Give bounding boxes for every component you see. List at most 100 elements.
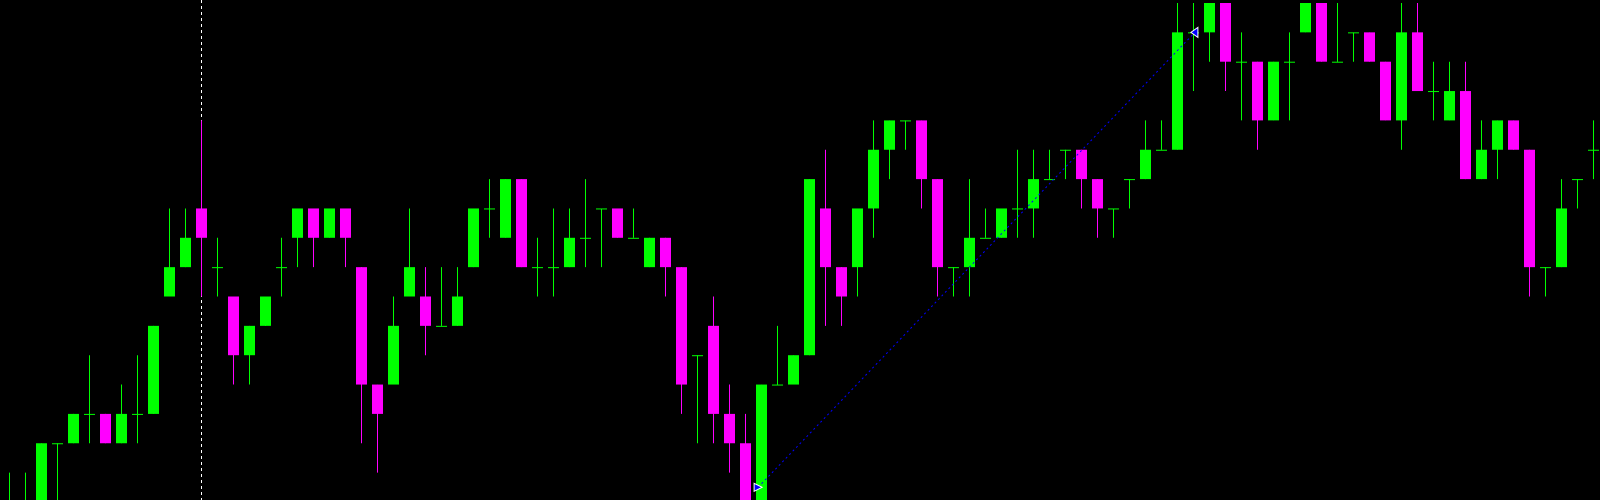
- bull-candle-body: [116, 413, 127, 444]
- bear-candle-body: [836, 267, 847, 297]
- bear-candle-body: [340, 208, 351, 238]
- bull-candle-body: [1204, 3, 1215, 33]
- bull-candle-body: [180, 237, 191, 268]
- bear-candle-body: [676, 267, 687, 385]
- candle: [1380, 61, 1391, 121]
- candle: [836, 267, 847, 326]
- bear-candle-body: [1460, 91, 1471, 180]
- candle: [308, 208, 319, 268]
- candle: [644, 237, 655, 268]
- candle: [388, 296, 399, 385]
- candle: [532, 237, 543, 297]
- candle: [180, 208, 191, 268]
- candle: [372, 384, 383, 473]
- candle: [1124, 179, 1135, 209]
- candle: [1332, 3, 1343, 63]
- trendline-end-arrow-icon[interactable]: [1190, 26, 1199, 39]
- candle: [1156, 120, 1167, 151]
- bull-candle-body: [788, 355, 799, 385]
- candle: [68, 413, 79, 444]
- bull-candle-body: [644, 237, 655, 268]
- candle: [228, 296, 239, 385]
- bear-candle-body: [916, 120, 927, 180]
- candle: [1092, 179, 1103, 238]
- candle: [596, 208, 607, 268]
- candle: [324, 208, 335, 238]
- candle: [1140, 120, 1151, 180]
- candle: [212, 237, 223, 297]
- candle: [692, 355, 703, 444]
- candle: [628, 208, 639, 239]
- bull-candle-body: [324, 208, 335, 238]
- candle: [756, 384, 767, 500]
- bull-candle-body: [1028, 179, 1039, 209]
- bull-candle-body: [388, 325, 399, 385]
- trendline-start-arrow-icon[interactable]: [753, 482, 764, 493]
- bull-candle-body: [468, 208, 479, 268]
- bull-candle-body: [1444, 91, 1455, 121]
- candle: [548, 208, 559, 297]
- bear-candle-body: [740, 443, 751, 500]
- candle: [724, 384, 735, 473]
- candle: [788, 355, 799, 385]
- bear-candle-body: [308, 208, 319, 238]
- bear-candle-body: [100, 413, 111, 444]
- bear-candle-body: [660, 237, 671, 268]
- candle: [1524, 149, 1535, 297]
- bull-candle-body: [68, 413, 79, 444]
- candle: [356, 267, 367, 444]
- candle: [132, 355, 143, 444]
- candle: [916, 120, 927, 209]
- bear-candle-body: [228, 296, 239, 356]
- trendline[interactable]: [757, 32, 1196, 488]
- candle: [452, 267, 463, 326]
- candle: [340, 208, 351, 268]
- bear-candle-body: [516, 179, 527, 268]
- candle: [612, 208, 623, 238]
- candle: [564, 208, 575, 268]
- candle: [52, 443, 63, 500]
- bear-candle-body: [708, 325, 719, 414]
- bull-candle-body: [292, 208, 303, 238]
- bull-candle-body: [452, 296, 463, 326]
- bull-candle-body: [36, 443, 47, 500]
- bear-candle-body: [820, 208, 831, 268]
- bear-candle-body: [196, 208, 207, 238]
- candle: [964, 179, 975, 297]
- candle: [1076, 149, 1087, 209]
- candle: [676, 267, 687, 414]
- candle: [900, 120, 911, 150]
- candle: [868, 120, 879, 238]
- bull-candle-body: [756, 384, 767, 500]
- candle: [404, 208, 415, 297]
- bear-candle-body: [1220, 3, 1231, 62]
- candle: [1444, 61, 1455, 121]
- bear-candle-body: [1364, 32, 1375, 62]
- bull-candle-body: [1492, 120, 1503, 150]
- candle: [1316, 3, 1327, 62]
- candle: [1492, 120, 1503, 180]
- bull-candle-body: [852, 208, 863, 268]
- candle: [260, 296, 271, 326]
- candle: [468, 208, 479, 268]
- bull-candle-body: [996, 208, 1007, 238]
- bear-candle-body: [1092, 179, 1103, 209]
- bear-candle-body: [356, 267, 367, 385]
- candle: [772, 325, 783, 386]
- candle: [1364, 32, 1375, 62]
- bear-candle-body: [1076, 149, 1087, 180]
- candle: [100, 413, 111, 444]
- candle: [1476, 120, 1487, 180]
- bull-candle-body: [1268, 61, 1279, 121]
- candle: [1252, 61, 1263, 150]
- bear-candle-body: [1316, 3, 1327, 62]
- candle: [484, 179, 495, 238]
- candle: [804, 179, 815, 356]
- candle: [932, 179, 943, 297]
- candle: [1204, 3, 1215, 62]
- candle: [1300, 3, 1311, 33]
- candle: [1060, 149, 1071, 180]
- candle: [1220, 3, 1231, 92]
